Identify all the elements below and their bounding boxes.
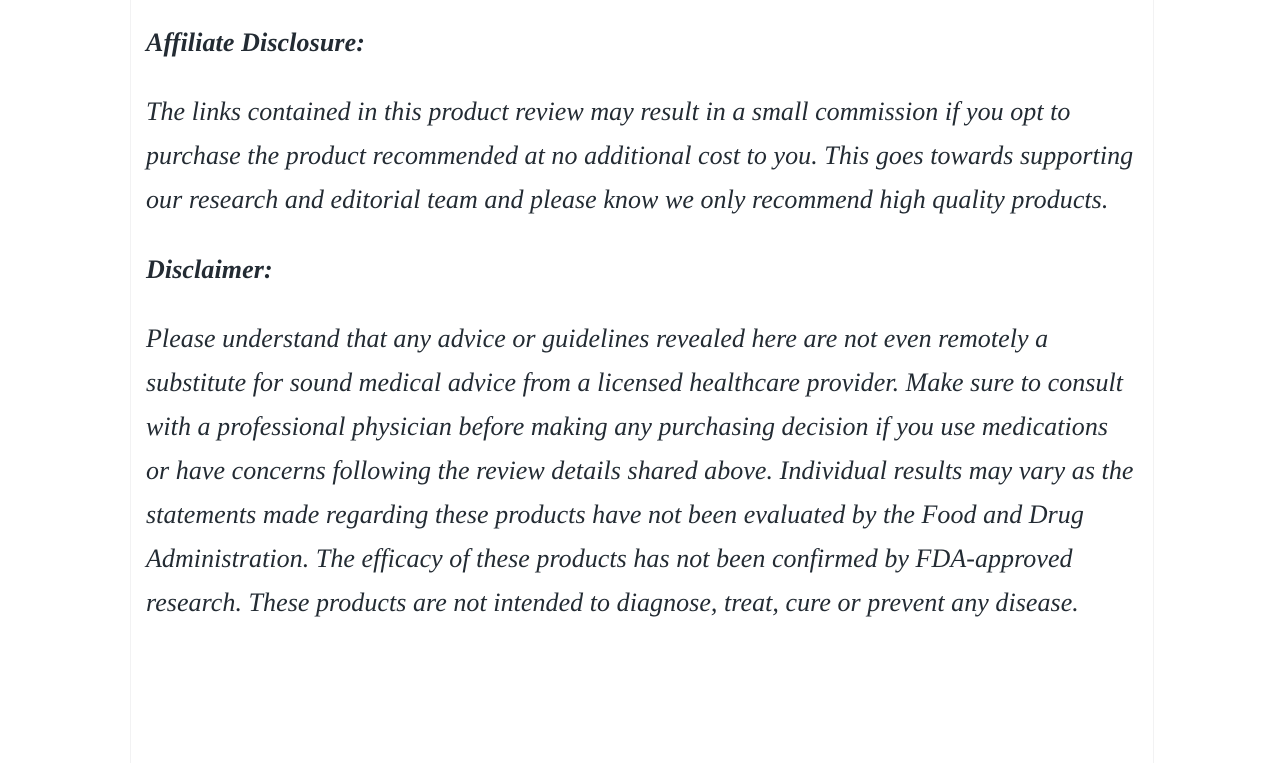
- affiliate-disclosure-heading: Affiliate Disclosure:: [146, 28, 365, 57]
- spacer-affiliate-heading-body: [146, 65, 1137, 90]
- content-column-left-rule: [130, 0, 131, 763]
- spacer-affiliate-body-disclaimer-heading: [146, 222, 1137, 248]
- article-content: Affiliate Disclosure: The links containe…: [131, 0, 1153, 763]
- disclaimer-paragraph: Please understand that any advice or gui…: [146, 324, 1134, 617]
- content-column-right-rule: [1153, 0, 1154, 763]
- disclaimer-heading: Disclaimer:: [146, 255, 273, 284]
- top-spacer: [146, 0, 1137, 21]
- affiliate-disclosure-paragraph: The links contained in this product revi…: [146, 97, 1134, 214]
- spacer-disclaimer-heading-body: [146, 292, 1137, 317]
